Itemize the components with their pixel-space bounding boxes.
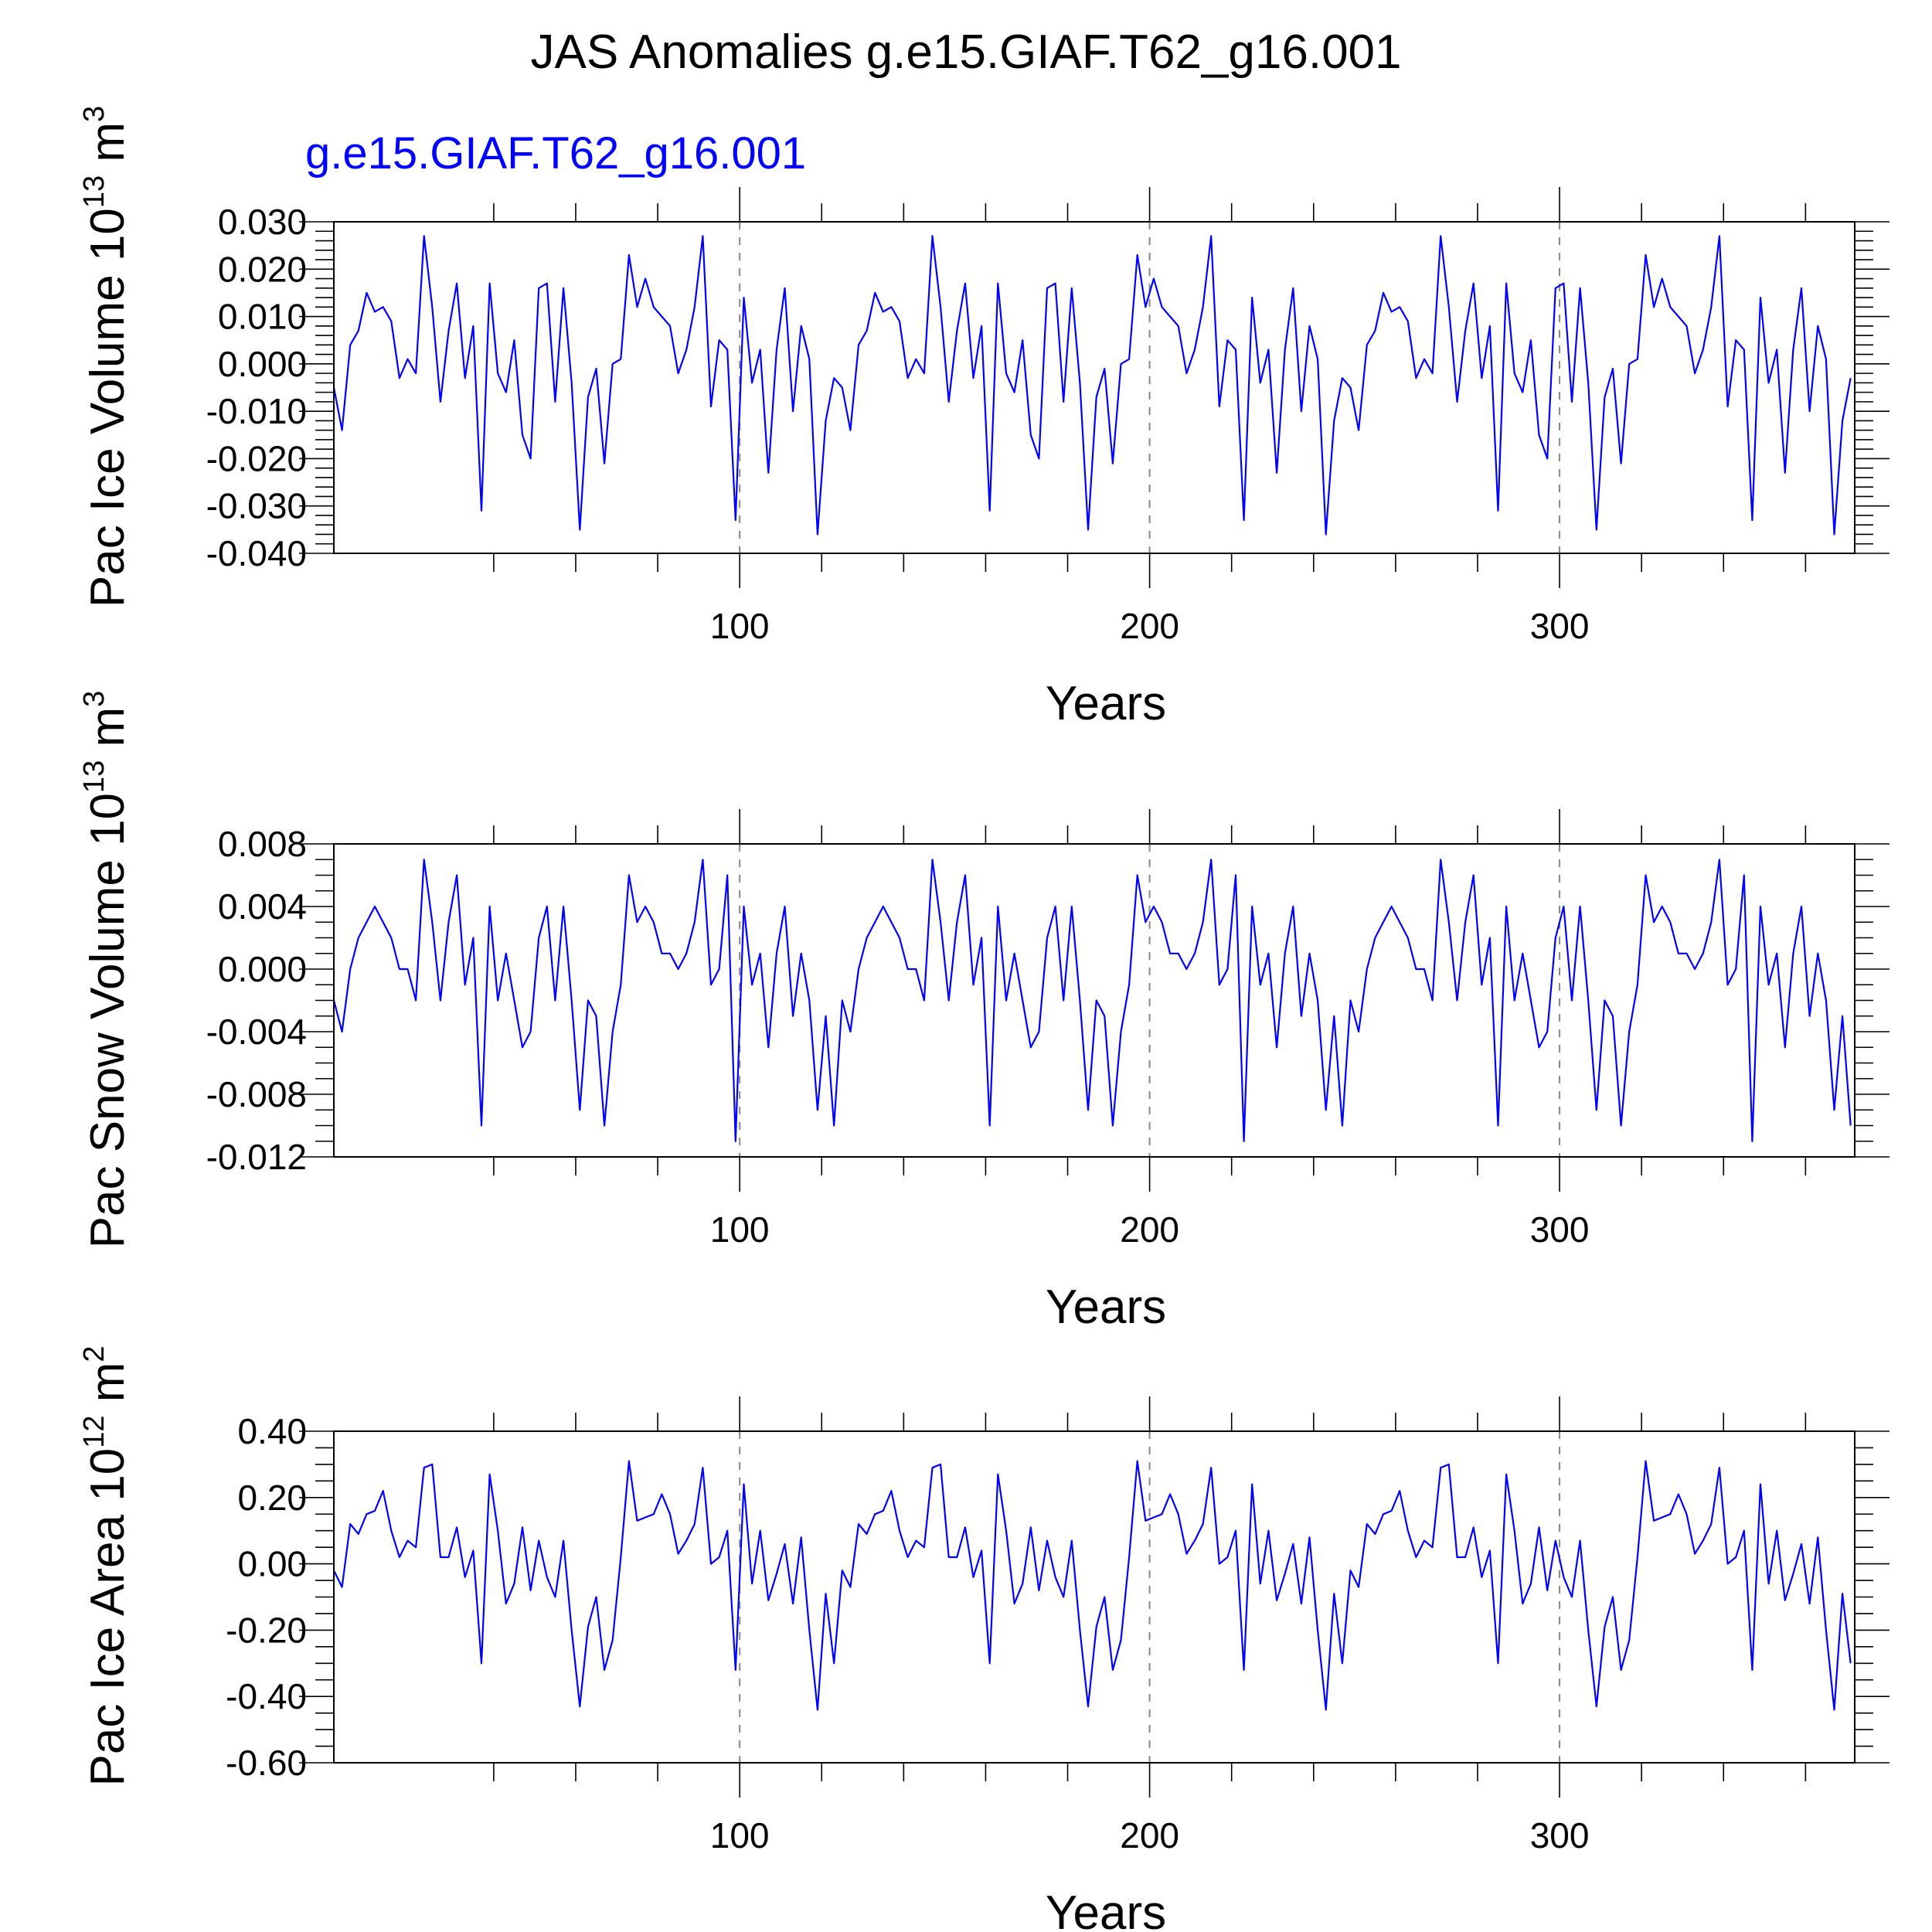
x-tick-label: 100 (710, 1815, 770, 1855)
panel-1: 0.030 0.020 0.010 0.000 -0.010 -0.020 -0.030 -0… (78, 106, 1889, 730)
plot-frame (333, 221, 1855, 554)
x-axis-title: Years (1046, 677, 1166, 730)
y-tick-label: 0.40 (237, 1411, 307, 1451)
y-tick-label: 0.000 (218, 344, 307, 384)
y-tick-label: -0.20 (226, 1610, 307, 1650)
plot-frame (333, 843, 1855, 1158)
y-tick-label: 0.030 (218, 202, 307, 242)
x-tick-label: 200 (1120, 1815, 1179, 1855)
y-tick-label: 0.010 (218, 297, 307, 337)
plot-frame (333, 1430, 1855, 1764)
y-tick-label: -0.030 (206, 486, 307, 526)
y-axis-title: Pac Ice Volume 1013 m3 (78, 106, 134, 607)
y-tick-label: -0.40 (226, 1676, 307, 1716)
series-line (332, 859, 1852, 1142)
y-tick-label: -0.020 (206, 438, 307, 478)
x-tick-label: 300 (1530, 1815, 1590, 1855)
main-title: JAS Anomalies g.e15.GIAF.T62_g16.001 (530, 26, 1401, 79)
y-axis-title: Pac Snow Volume 1013 m3 (78, 691, 134, 1249)
y-tick-label: -0.004 (206, 1012, 307, 1052)
y-tick-label: -0.040 (206, 533, 307, 573)
x-tick-label: 300 (1530, 606, 1590, 646)
series-line (332, 235, 1852, 536)
x-tick-label: 100 (710, 1209, 770, 1250)
y-tick-label: -0.012 (206, 1137, 307, 1177)
x-tick-label: 200 (1120, 1209, 1179, 1250)
x-tick-label: 300 (1530, 1209, 1590, 1250)
y-tick-label: -0.60 (226, 1743, 307, 1783)
y-tick-label: 0.000 (218, 949, 307, 989)
case-label: g.e15.GIAF.T62_g16.001 (305, 128, 806, 179)
x-tick-label: 200 (1120, 606, 1179, 646)
y-tick-label: -0.010 (206, 391, 307, 431)
y-tick-label: 0.004 (218, 886, 307, 927)
y-tick-label: 0.00 (237, 1544, 307, 1584)
y-tick-label: 0.020 (218, 249, 307, 289)
y-axis-title: Pac Ice Area 1012 m2 (78, 1345, 134, 1786)
panel-3: 0.40 0.20 0.00 -0.20 -0.40 -0.60 100 200 300 Year… (78, 1345, 1889, 1932)
y-tick-label: 0.20 (237, 1478, 307, 1518)
y-tick-label: -0.008 (206, 1074, 307, 1114)
panels: 0.030 0.020 0.010 0.000 -0.010 -0.020 -0.030 -0… (78, 106, 1889, 1932)
x-tick-label: 100 (710, 606, 770, 646)
y-tick-label: 0.008 (218, 824, 307, 864)
x-axis-title: Years (1046, 1281, 1166, 1334)
x-axis-title: Years (1046, 1886, 1166, 1932)
series-line (333, 1460, 1852, 1711)
panel-2: 0.008 0.004 0.000 -0.004 -0.008 -0.012 100 200 3… (78, 691, 1889, 1334)
